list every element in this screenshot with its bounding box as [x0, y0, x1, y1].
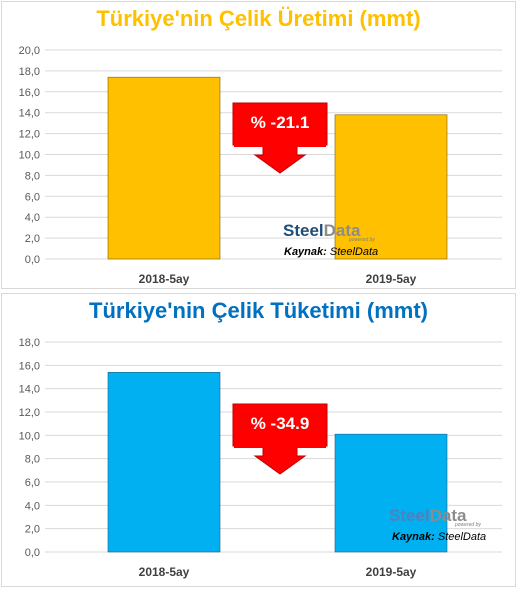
source-label: Kaynak: SteelData	[284, 246, 378, 258]
production-chart-panel: Türkiye'nin Çelik Üretimi (mmt) 0,0 2,0 4,…	[1, 1, 516, 289]
y-tick-label: 0,0	[25, 547, 40, 559]
y-tick-label: 14,0	[19, 108, 40, 120]
steeldata-logo: SteelData	[283, 221, 361, 240]
consumption-chart-svg: 0,0 2,0 4,0 6,0 8,0 10,0 12,0 14,0 16,0 18,0 2018-…	[19, 337, 502, 579]
source-label: Kaynak: SteelData	[392, 531, 486, 543]
change-callout: % -34.9	[232, 403, 328, 475]
change-callout-text: % -34.9	[251, 414, 310, 433]
steeldata-logo: SteelData	[389, 506, 467, 525]
bar-2018-5ay	[107, 76, 221, 260]
y-tick-label: 10,0	[19, 150, 40, 162]
y-tick-label: 12,0	[19, 129, 40, 141]
x-category-label: 2019-5ay	[366, 565, 417, 579]
bar-2018-5ay	[107, 372, 221, 553]
y-tick-label: 16,0	[19, 360, 40, 372]
y-tick-label: 16,0	[19, 87, 40, 99]
y-tick-label: 8,0	[25, 170, 40, 182]
y-tick-label: 10,0	[19, 430, 40, 442]
y-tick-label: 4,0	[25, 500, 40, 512]
y-tick-label: 2,0	[25, 524, 40, 536]
y-tick-label: 2,0	[25, 233, 40, 245]
y-tick-label: 18,0	[19, 337, 40, 349]
y-tick-label: 18,0	[19, 66, 40, 78]
logo-tagline: powered by	[348, 237, 375, 243]
consumption-chart-title: Türkiye'nin Çelik Tüketimi (mmt)	[89, 298, 428, 323]
x-category-label: 2019-5ay	[366, 272, 417, 286]
y-tick-label: 6,0	[25, 191, 40, 203]
change-callout-text: % -21.1	[251, 113, 310, 132]
x-category-label: 2018-5ay	[139, 272, 190, 286]
x-category-label: 2018-5ay	[139, 565, 190, 579]
logo-tagline: powered by	[454, 522, 481, 528]
y-tick-label: 6,0	[25, 477, 40, 489]
consumption-chart-panel: Türkiye'nin Çelik Tüketimi (mmt) 0,0 2,0 4…	[1, 293, 516, 587]
y-tick-label: 8,0	[25, 454, 40, 466]
production-chart-svg: 0,0 2,0 4,0 6,0 8,0 10,0 12,0 14,0 16,0 18,0 20,0 2…	[19, 45, 502, 286]
y-tick-label: 4,0	[25, 212, 40, 224]
y-tick-label: 14,0	[19, 384, 40, 396]
bar-2019-5ay	[334, 433, 448, 553]
y-tick-label: 0,0	[25, 254, 40, 266]
y-tick-label: 20,0	[19, 45, 40, 57]
bar-2019-5ay	[334, 114, 448, 260]
production-chart-title: Türkiye'nin Çelik Üretimi (mmt)	[96, 6, 421, 31]
y-tick-label: 12,0	[19, 407, 40, 419]
change-callout: % -21.1	[232, 102, 328, 174]
